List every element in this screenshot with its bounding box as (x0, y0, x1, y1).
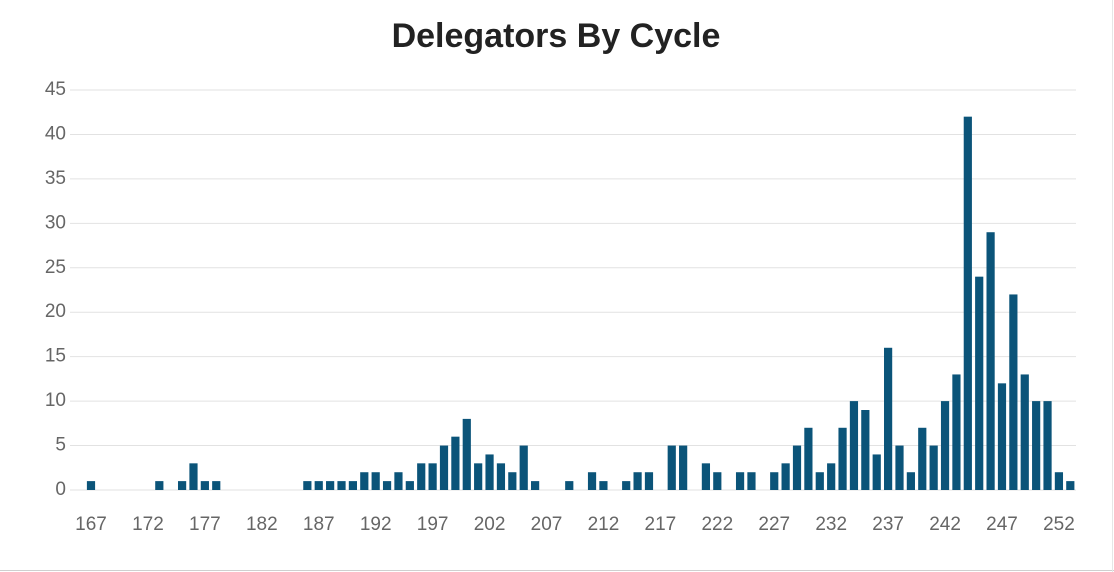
bar (177, 481, 187, 490)
bar (940, 401, 950, 490)
y-tick-label: 40 (45, 123, 66, 144)
bar (827, 463, 836, 490)
bar (382, 481, 392, 490)
bar (906, 472, 915, 490)
x-tick-label: 197 (417, 514, 449, 535)
y-tick-label: 25 (45, 257, 66, 278)
bar (360, 472, 369, 490)
bar (531, 481, 540, 490)
bar (587, 472, 597, 490)
bar (986, 232, 995, 490)
y-tick-label: 45 (45, 79, 66, 100)
x-tick-label: 187 (303, 514, 335, 535)
bar (644, 472, 654, 490)
bar (929, 445, 938, 490)
chart-title: Delegators By Cycle (392, 17, 721, 55)
bar (189, 463, 198, 490)
bar (770, 472, 779, 490)
y-tick-label: 30 (45, 212, 66, 233)
x-tick-label: 182 (246, 514, 278, 535)
bar (667, 445, 676, 490)
bar (1043, 401, 1052, 490)
bar (633, 472, 642, 490)
bar (849, 401, 859, 490)
bar (735, 472, 745, 490)
bar (496, 463, 506, 490)
bar (679, 445, 688, 490)
bar (599, 481, 608, 490)
bar (963, 116, 972, 491)
bar (326, 481, 335, 490)
bar (872, 454, 881, 490)
bar (815, 472, 824, 490)
bar (337, 481, 346, 490)
bar (781, 463, 790, 490)
bar (86, 481, 96, 490)
y-tick-label: 0 (55, 479, 66, 500)
bar (200, 481, 209, 490)
bar (417, 463, 426, 490)
bar (804, 427, 813, 490)
y-tick-label: 5 (55, 435, 66, 456)
bar (519, 445, 528, 490)
bar (462, 418, 471, 490)
bar (394, 472, 403, 490)
y-tick-label: 35 (45, 168, 66, 189)
bar (838, 427, 847, 490)
x-tick-label: 207 (531, 514, 563, 535)
x-tick-label: 222 (701, 514, 733, 535)
bar (371, 472, 380, 490)
x-tick-label: 177 (189, 514, 221, 535)
x-tick-label: 247 (986, 514, 1018, 535)
bar (861, 410, 870, 490)
bar (1020, 374, 1029, 490)
x-tick-label: 192 (360, 514, 392, 535)
x-tick-label: 167 (75, 514, 107, 535)
x-tick-label: 242 (929, 514, 961, 535)
bar (701, 463, 711, 490)
bar (1009, 294, 1018, 490)
bar (303, 481, 312, 490)
bar (975, 276, 984, 490)
x-tick-label: 237 (872, 514, 904, 535)
bar (895, 445, 904, 490)
bar (348, 481, 358, 490)
bar (1032, 401, 1041, 490)
y-tick-label: 10 (45, 390, 66, 411)
bar (918, 427, 927, 490)
x-tick-label: 212 (588, 514, 620, 535)
y-tick-label: 20 (45, 301, 66, 322)
bar (314, 481, 323, 490)
bar (952, 374, 961, 490)
bar (474, 463, 483, 490)
bar (405, 481, 414, 490)
bar (1054, 472, 1064, 490)
bar (1066, 481, 1075, 490)
x-tick-label: 227 (758, 514, 790, 535)
y-tick-label: 15 (45, 346, 66, 367)
x-tick-label: 252 (1043, 514, 1075, 535)
x-tick-label: 202 (474, 514, 506, 535)
x-tick-label: 217 (645, 514, 677, 535)
bar (997, 383, 1007, 490)
bar (884, 347, 893, 490)
bar (451, 436, 460, 490)
bar (439, 445, 449, 490)
bar (212, 481, 221, 490)
bar (747, 472, 756, 490)
bar (155, 481, 164, 490)
x-tick-label: 172 (132, 514, 164, 535)
bar (622, 481, 631, 490)
bar (565, 481, 574, 490)
bar (792, 445, 802, 490)
bar (428, 463, 437, 490)
bar (508, 472, 517, 490)
x-tick-label: 232 (815, 514, 847, 535)
bar (713, 472, 722, 490)
bar (485, 454, 494, 490)
